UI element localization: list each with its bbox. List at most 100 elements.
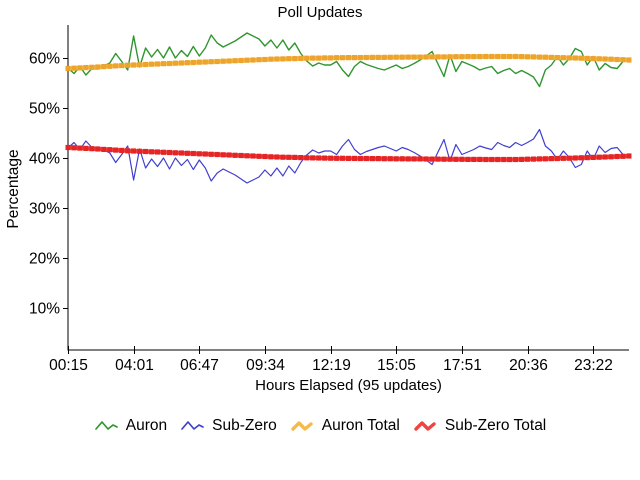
x-tick-label: 00:15 <box>49 357 88 374</box>
series-marker <box>149 61 155 67</box>
x-tick-label: 06:47 <box>180 357 219 374</box>
series-marker <box>310 55 316 61</box>
series-marker <box>441 156 447 162</box>
series-marker <box>352 55 357 61</box>
series-marker <box>477 54 483 60</box>
series-marker <box>614 153 620 160</box>
series-marker <box>405 156 411 162</box>
series-marker <box>238 152 244 159</box>
series-marker <box>381 54 387 60</box>
series-marker <box>77 145 83 151</box>
series-marker <box>334 55 340 61</box>
series-marker <box>250 57 256 63</box>
series-marker <box>542 156 548 162</box>
series-marker <box>590 154 596 160</box>
series-marker <box>405 54 411 60</box>
y-tick-label: 30% <box>29 201 60 218</box>
x-tick-label: 15:05 <box>377 357 416 374</box>
series-marker <box>578 155 584 161</box>
series-marker <box>531 156 536 162</box>
series-marker <box>453 54 459 60</box>
series-marker <box>268 154 274 160</box>
auron-series-icon <box>94 421 118 430</box>
series-marker <box>548 54 554 60</box>
series-marker <box>459 54 465 60</box>
series-marker <box>280 154 286 160</box>
series-marker <box>357 55 363 61</box>
series-marker <box>143 61 149 68</box>
legend-item-auron-total: Auron Total <box>290 417 400 435</box>
series-marker <box>208 151 214 157</box>
sub-zero-series-icon <box>181 421 204 430</box>
series-marker <box>489 156 495 163</box>
series-marker <box>411 54 417 60</box>
series-marker <box>190 59 196 66</box>
series-marker <box>262 153 268 160</box>
series-marker <box>435 54 441 60</box>
series-marker <box>501 53 507 60</box>
series-marker <box>220 58 226 64</box>
series-marker <box>447 156 453 162</box>
legend: Auron Sub-Zero Auron Total Sub-Zero Tota… <box>0 417 640 435</box>
series-marker <box>149 149 155 155</box>
series-marker <box>608 154 614 160</box>
series-marker <box>572 155 578 161</box>
series-marker <box>495 53 501 60</box>
auron-total-series-icon <box>291 421 313 431</box>
series-marker <box>447 54 453 60</box>
series-marker <box>465 156 471 162</box>
series-marker <box>298 155 304 161</box>
series-marker <box>167 149 172 156</box>
series-marker <box>572 55 578 61</box>
series-marker <box>322 55 328 61</box>
series-marker <box>232 58 238 64</box>
series-marker <box>626 153 632 159</box>
legend-label-subzero: Sub-Zero <box>212 417 277 434</box>
legend-item-subzero-total: Sub-Zero Total <box>413 417 546 435</box>
series-marker <box>184 150 190 156</box>
series-marker <box>119 63 125 69</box>
series-marker <box>238 57 244 64</box>
series-marker <box>316 55 322 61</box>
series-marker <box>113 147 119 153</box>
series-marker <box>202 59 208 65</box>
series-marker <box>155 61 160 67</box>
series-marker <box>548 156 554 162</box>
series-marker <box>244 57 250 63</box>
series-marker <box>101 64 107 70</box>
series-marker <box>435 156 441 162</box>
series-marker <box>465 54 471 60</box>
series-line-auron <box>67 32 630 88</box>
series-marker <box>107 147 113 153</box>
series-marker <box>101 146 107 152</box>
y-tick-label: 60% <box>29 51 60 68</box>
series-marker <box>256 153 262 159</box>
series-marker <box>554 55 560 61</box>
series-marker <box>202 151 208 157</box>
series-marker <box>65 65 71 72</box>
series-marker <box>131 62 137 68</box>
series-marker <box>71 65 77 71</box>
series-marker <box>525 156 530 162</box>
series-marker <box>483 53 489 60</box>
series-marker <box>507 156 513 163</box>
series-marker <box>387 54 393 60</box>
series-marker <box>77 65 83 71</box>
series-marker <box>89 146 95 152</box>
x-tick-label: 20:36 <box>509 357 548 374</box>
series-marker <box>310 155 316 161</box>
series-marker <box>274 154 280 160</box>
series-marker <box>268 56 274 62</box>
series-marker <box>519 156 525 162</box>
series-marker <box>584 55 590 61</box>
series-marker <box>393 54 399 60</box>
series-marker <box>608 56 614 62</box>
x-axis-title: Hours Elapsed (95 updates) <box>255 377 442 394</box>
series-marker <box>196 59 202 65</box>
series-marker <box>560 55 566 61</box>
y-tick-label: 40% <box>29 151 60 168</box>
series-marker <box>578 55 584 61</box>
series-marker <box>471 156 477 162</box>
legend-label-subzero-total: Sub-Zero Total <box>444 417 547 434</box>
series-marker <box>626 57 632 63</box>
